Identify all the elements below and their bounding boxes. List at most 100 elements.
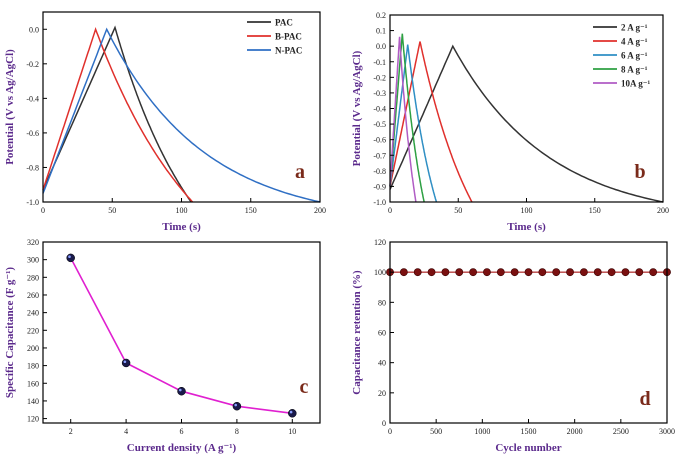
panel-letter: d xyxy=(639,388,650,410)
chart-panel-c: 2 4 6 8 10 120 140 160 180 200 220 240 260 280 300 320 C… xyxy=(4,238,321,454)
data-point xyxy=(399,268,408,277)
legend-label: 10A g⁻¹ xyxy=(621,79,651,89)
chart-panel-d: 0 500 1000 1500 2000 2500 3000 0 20 40 60 80 100 120 C… xyxy=(351,238,675,454)
panel-letter: a xyxy=(295,161,305,183)
y-tick-label: 60 xyxy=(378,329,386,338)
data-point xyxy=(232,401,242,411)
y-tick-label: 160 xyxy=(27,379,39,388)
series-line xyxy=(42,27,194,203)
x-axis-label: Cycle number xyxy=(495,442,561,454)
data-point-highlight xyxy=(234,403,237,407)
y-tick-label: -0.4 xyxy=(26,94,39,103)
data-point-highlight xyxy=(289,410,293,414)
y-axis-label: Specific Capacitance (F g⁻¹) xyxy=(4,267,16,399)
plot-frame xyxy=(42,241,321,424)
y-tick-label: -1.0 xyxy=(26,198,39,207)
y-tick-label: 0 xyxy=(382,419,386,428)
data-point xyxy=(177,386,186,396)
x-tick-label: 100 xyxy=(176,206,188,215)
y-tick-label: -0.8 xyxy=(26,163,39,172)
legend-label: N-PAC xyxy=(275,46,302,56)
data-point-highlight xyxy=(123,360,127,364)
y-tick-label: 200 xyxy=(27,344,39,353)
data-point xyxy=(413,268,422,277)
panel-letter: c xyxy=(300,376,309,398)
x-axis-label: Time (s) xyxy=(507,221,546,233)
y-tick-label: -0.2 xyxy=(373,73,386,82)
y-tick-label: 120 xyxy=(27,415,39,424)
y-tick-label: -0.6 xyxy=(26,129,39,138)
y-tick-label: 0.2 xyxy=(376,11,386,20)
y-axis-label: Potential (V vs Ag/AgCl) xyxy=(351,50,363,166)
y-tick-label: 0.0 xyxy=(376,42,386,51)
data-point xyxy=(469,268,477,277)
y-tick-label: 0.0 xyxy=(29,25,39,34)
y-tick-label: -0.8 xyxy=(373,167,386,176)
y-tick-label: 0.1 xyxy=(376,27,386,36)
series-line xyxy=(389,36,417,203)
data-point xyxy=(621,268,630,277)
x-tick-label: 1500 xyxy=(521,427,537,436)
y-tick-label: -0.1 xyxy=(373,58,386,67)
data-point xyxy=(121,358,131,368)
data-point xyxy=(66,253,75,263)
y-tick-label: -0.9 xyxy=(373,182,386,191)
y-tick-label: 180 xyxy=(27,362,39,371)
legend: 2 A g⁻¹ 4 A g⁻¹ 6 A g⁻¹ 8 A g⁻¹ 10A g⁻¹ xyxy=(593,23,651,89)
data-point xyxy=(566,268,574,277)
y-tick-label: 20 xyxy=(378,389,386,398)
x-tick-label: 8 xyxy=(235,427,239,436)
data-point xyxy=(441,268,450,277)
x-tick-label: 100 xyxy=(521,206,533,215)
x-tick-label: 1000 xyxy=(474,427,490,436)
y-tick-label: 120 xyxy=(374,238,386,247)
series-line xyxy=(42,27,321,203)
legend-label: 4 A g⁻¹ xyxy=(621,37,648,47)
x-tick-label: 200 xyxy=(657,206,669,215)
data-point xyxy=(455,268,464,277)
y-tick-label: -0.3 xyxy=(373,89,386,98)
y-tick-label: 260 xyxy=(27,291,39,300)
data-point xyxy=(427,268,436,277)
y-tick-label: 320 xyxy=(27,238,39,247)
y-axis-label: Capacitance retention (%) xyxy=(351,270,363,395)
legend-label: 8 A g⁻¹ xyxy=(621,65,648,75)
data-point xyxy=(580,268,588,277)
x-tick-label: 2500 xyxy=(613,427,629,436)
y-tick-label: 300 xyxy=(27,256,39,265)
x-axis-label: Current density (A g⁻¹) xyxy=(127,442,237,454)
x-tick-label: 3000 xyxy=(659,427,675,436)
x-tick-label: 2000 xyxy=(567,427,583,436)
series-line xyxy=(42,25,192,203)
x-axis-label: Time (s) xyxy=(162,221,201,233)
data-point xyxy=(607,268,616,277)
chart-panel-b: 0 50 100 150 200 0.2 0.1 0.0 -0.1 -0.2 -0.3 -0.4 -0.… xyxy=(351,11,669,233)
data-point xyxy=(635,268,644,277)
x-tick-label: 4 xyxy=(124,427,128,436)
data-point xyxy=(552,268,561,277)
y-tick-label: 140 xyxy=(27,397,39,406)
data-point xyxy=(288,409,297,418)
data-point xyxy=(649,268,658,277)
x-tick-label: 200 xyxy=(314,206,326,215)
y-tick-label: -0.7 xyxy=(373,151,386,160)
data-point xyxy=(538,268,547,277)
legend-label: PAC xyxy=(275,18,293,28)
panel-letter: b xyxy=(634,161,645,183)
x-tick-label: 150 xyxy=(589,206,601,215)
chart-panel-a: 0 50 100 150 200 0.0 -0.2 -0.4 -0.6 -0.8 -1.0 Time … xyxy=(4,11,326,233)
x-tick-label: 0 xyxy=(388,206,392,215)
x-tick-label: 150 xyxy=(245,206,257,215)
x-tick-label: 10 xyxy=(288,427,296,436)
data-point-highlight xyxy=(68,255,71,258)
x-tick-label: 50 xyxy=(454,206,462,215)
y-tick-label: -0.5 xyxy=(373,120,386,129)
y-tick-label: 100 xyxy=(374,268,386,277)
data-point xyxy=(524,268,533,277)
x-tick-label: 2 xyxy=(69,427,73,436)
legend-label: 6 A g⁻¹ xyxy=(621,51,648,61)
series-line xyxy=(389,33,425,203)
legend-label: B-PAC xyxy=(275,32,302,42)
